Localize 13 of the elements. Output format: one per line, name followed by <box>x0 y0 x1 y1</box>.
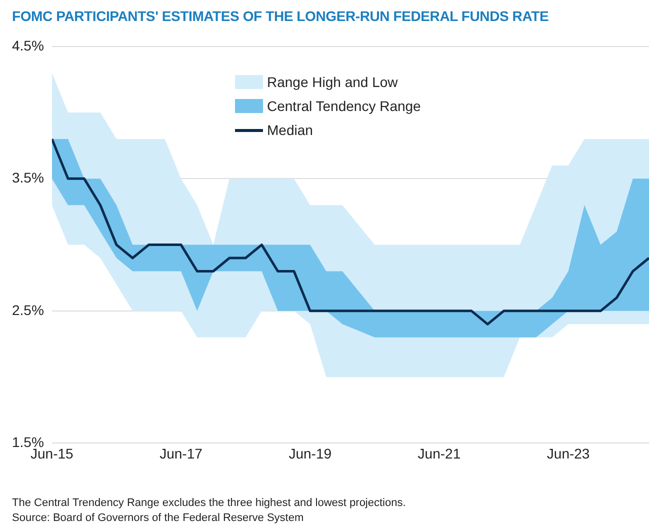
chart-title: FOMC PARTICIPANTS' ESTIMATES OF THE LONGER-RUN FEDERAL FUNDS RATE <box>12 8 549 24</box>
text: The Central Trendency Range excludes the three highest and lowest projections. <box>12 496 406 511</box>
legend-label: Median <box>267 122 313 138</box>
x-tick-label: Jun-19 <box>288 445 332 462</box>
legend-label: Range High and Low <box>267 74 398 90</box>
x-tick-label: Jun-21 <box>418 445 461 462</box>
legend-label: Central Tendency Range <box>267 98 421 114</box>
x-tick-label: Jun-23 <box>546 445 590 462</box>
x-tick-label: Jun-17 <box>160 445 203 462</box>
y-tick-label: 4.5% <box>12 37 44 54</box>
y-tick-label: 3.5% <box>12 170 44 186</box>
source-note: Source: Board of Governors of the Federal Reserve System <box>12 511 305 526</box>
y-tick-label: 2.5% <box>12 302 44 318</box>
